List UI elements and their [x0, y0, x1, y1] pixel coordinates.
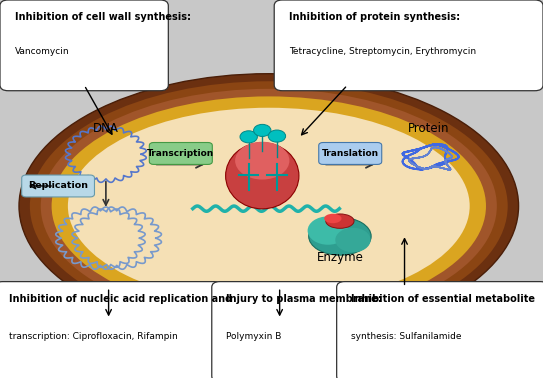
Text: Vancomycin: Vancomycin: [15, 46, 70, 56]
Text: DNA: DNA: [93, 122, 119, 135]
Ellipse shape: [308, 217, 371, 255]
FancyBboxPatch shape: [337, 282, 543, 378]
Ellipse shape: [235, 142, 289, 180]
Text: Inhibition of cell wall synthesis:: Inhibition of cell wall synthesis:: [15, 12, 191, 22]
Text: Inhibition of essential metabolite: Inhibition of essential metabolite: [351, 294, 535, 304]
Text: Inhibition of protein synthesis:: Inhibition of protein synthesis:: [289, 12, 460, 22]
Ellipse shape: [324, 214, 342, 223]
Text: Tetracycline, Streptomycin, Erythromycin: Tetracycline, Streptomycin, Erythromycin: [289, 46, 476, 56]
FancyBboxPatch shape: [149, 143, 212, 164]
Circle shape: [240, 131, 257, 143]
Ellipse shape: [52, 96, 486, 316]
Text: Polymyxin B: Polymyxin B: [226, 332, 282, 341]
FancyBboxPatch shape: [212, 282, 348, 378]
Text: Inhibition of nucleic acid replication and: Inhibition of nucleic acid replication a…: [9, 294, 232, 304]
Text: Replication: Replication: [28, 181, 88, 191]
Text: synthesis: Sulfanilamide: synthesis: Sulfanilamide: [351, 332, 462, 341]
Ellipse shape: [326, 214, 354, 228]
FancyBboxPatch shape: [319, 143, 382, 164]
FancyBboxPatch shape: [274, 0, 543, 91]
Text: Translation: Translation: [321, 149, 379, 158]
Text: Injury to plasma membrane:: Injury to plasma membrane:: [226, 294, 382, 304]
Circle shape: [254, 124, 271, 136]
Ellipse shape: [226, 143, 299, 209]
Text: transcription: Ciprofloxacin, Rifampin: transcription: Ciprofloxacin, Rifampin: [9, 332, 178, 341]
Ellipse shape: [30, 81, 508, 331]
FancyBboxPatch shape: [0, 282, 223, 378]
Text: Enzyme: Enzyme: [317, 251, 364, 264]
Ellipse shape: [41, 89, 497, 323]
Ellipse shape: [19, 74, 519, 338]
Text: Protein: Protein: [408, 122, 450, 135]
FancyBboxPatch shape: [0, 0, 168, 91]
FancyBboxPatch shape: [22, 175, 94, 197]
Ellipse shape: [68, 108, 470, 304]
Ellipse shape: [307, 216, 349, 245]
Circle shape: [268, 130, 286, 142]
Ellipse shape: [336, 228, 370, 253]
Text: Transcription: Transcription: [147, 149, 214, 158]
